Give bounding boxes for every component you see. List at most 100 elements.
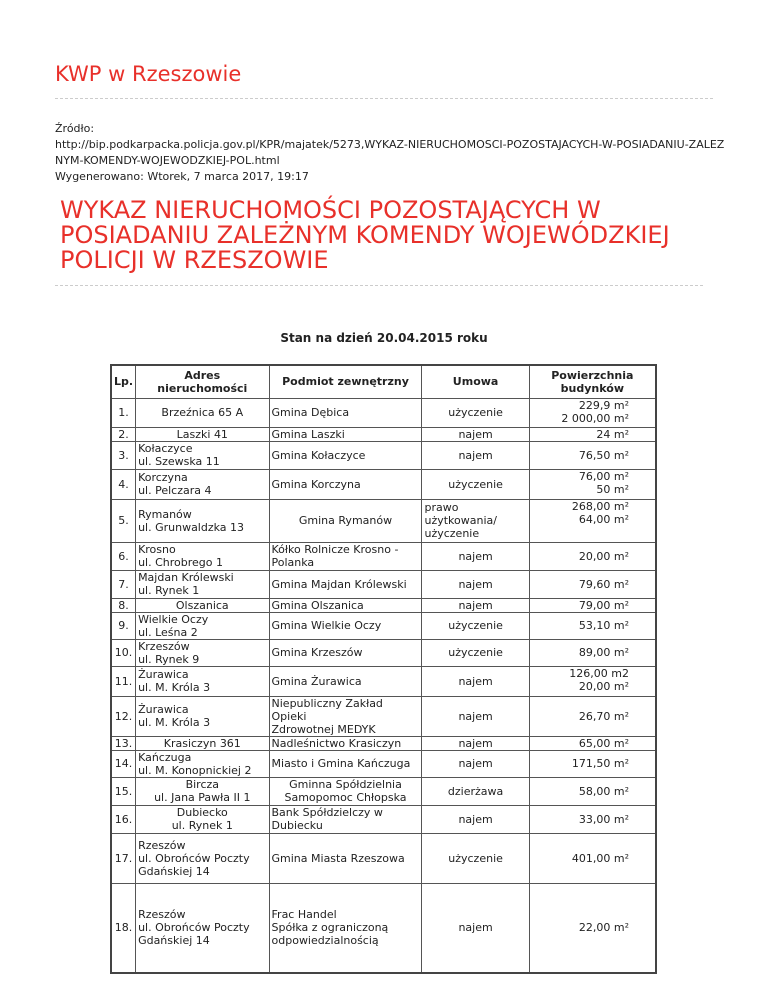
contract-type: użyczenie xyxy=(421,832,530,884)
row-number: 14. xyxy=(110,749,137,778)
table-row: 5. Rymanów ul. Grunwaldzka 13 Gmina Rymanó… xyxy=(110,498,657,543)
external-entity: Frac Handel Spółka z ograniczoną odpowie… xyxy=(268,882,423,974)
site-title[interactable]: KWP w Rzeszowie xyxy=(55,62,242,86)
row-number: 11. xyxy=(110,665,137,697)
address: Wielkie Oczy ul. Leśna 2 xyxy=(135,611,270,640)
address: Laszki 41 xyxy=(135,426,270,442)
contract-type: prawo użytkowania/ użyczenie xyxy=(421,498,530,543)
building-area: 79,60 m² xyxy=(528,569,657,599)
page-title: Wykaz nieruchomości pozostających w posi… xyxy=(60,196,670,274)
address: Bircza ul. Jana Pawła II 1 xyxy=(135,776,270,806)
external-entity: Gmina Korczyna xyxy=(268,468,423,500)
row-number: 7. xyxy=(110,569,137,599)
column-header: Adres nieruchomości xyxy=(135,364,270,399)
external-entity: Bank Spółdzielczy w Dubiecku xyxy=(268,804,423,834)
external-entity: Miasto i Gmina Kańczuga xyxy=(268,749,423,778)
address: Kołaczyce ul. Szewska 11 xyxy=(135,440,270,470)
row-number: 2. xyxy=(110,426,137,442)
table-row: 7. Majdan Królewski ul. Rynek 1 Gmina Majd… xyxy=(110,569,657,599)
column-header: Powierzchnia budynków xyxy=(528,364,657,399)
building-area: 229,9 m² 2 000,00 m² xyxy=(528,397,657,428)
address: Krasiczyn 361 xyxy=(135,735,270,751)
external-entity: Gmina Laszki xyxy=(268,426,423,442)
date-line: Stan na dzień 20.04.2015 roku xyxy=(280,331,488,345)
external-entity: Gmina Rymanów xyxy=(268,498,423,543)
table-row: 12. Żurawica ul. M. Króla 3 Niepubliczny Z… xyxy=(110,695,657,737)
external-entity: Nadleśnictwo Krasiczyn xyxy=(268,735,423,751)
contract-type: najem xyxy=(421,440,530,470)
contract-type: najem xyxy=(421,735,530,751)
table-row: 18. Rzeszów ul. Obrońców Poczty Gdańskiej… xyxy=(110,882,657,974)
contract-type: użyczenie xyxy=(421,611,530,640)
building-area: 89,00 m² xyxy=(528,638,657,667)
external-entity: Gmina Wielkie Oczy xyxy=(268,611,423,640)
table-row: 17. Rzeszów ul. Obrońców Poczty Gdańskiej… xyxy=(110,832,657,884)
building-area: 401,00 m² xyxy=(528,832,657,884)
row-number: 17. xyxy=(110,832,137,884)
table-row: 13. Krasiczyn 361 Nadleśnictwo Krasiczyn na… xyxy=(110,735,657,751)
external-entity: Gmina Majdan Królewski xyxy=(268,569,423,599)
table-row: 10. Krzeszów ul. Rynek 9 Gmina Krzeszów uży… xyxy=(110,638,657,667)
column-header: Umowa xyxy=(421,364,530,399)
table-row: 3. Kołaczyce ul. Szewska 11 Gmina Kołaczyc… xyxy=(110,440,657,470)
external-entity: Kółko Rolnicze Krosno - Polanka xyxy=(268,541,423,571)
source-info: Źródło: http://bip.podkarpacka.policja.g… xyxy=(55,121,725,185)
building-area: 58,00 m² xyxy=(528,776,657,806)
address: Brzeźnica 65 A xyxy=(135,397,270,428)
contract-type: najem xyxy=(421,426,530,442)
contract-type: użyczenie xyxy=(421,468,530,500)
address: Żurawica ul. M. Króla 3 xyxy=(135,695,270,737)
address: Rymanów ul. Grunwaldzka 13 xyxy=(135,498,270,543)
external-entity: Gmina Dębica xyxy=(268,397,423,428)
external-entity: Niepubliczny Zakład Opieki Zdrowotnej ME… xyxy=(268,695,423,737)
address: Krosno ul. Chrobrego 1 xyxy=(135,541,270,571)
table-row: 16. Dubiecko ul. Rynek 1 Bank Spółdzielczy… xyxy=(110,804,657,834)
row-number: 18. xyxy=(110,882,137,974)
building-area: 76,00 m² 50 m² xyxy=(528,468,657,500)
contract-type: użyczenie xyxy=(421,638,530,667)
external-entity: Gmina Żurawica xyxy=(268,665,423,697)
table-row: 2. Laszki 41 Gmina Laszki najem 24 m² xyxy=(110,426,657,442)
building-area: 65,00 m² xyxy=(528,735,657,751)
contract-type: najem xyxy=(421,695,530,737)
external-entity: Gmina Olszanica xyxy=(268,597,423,613)
contract-type: najem xyxy=(421,882,530,974)
building-area: 26,70 m² xyxy=(528,695,657,737)
row-number: 16. xyxy=(110,804,137,834)
building-area: 24 m² xyxy=(528,426,657,442)
property-table: Lp. Adres nieruchomości Podmiot zewnętrzny… xyxy=(110,364,657,974)
building-area: 76,50 m² xyxy=(528,440,657,470)
source-url[interactable]: http://bip.podkarpacka.policja.gov.pl/KP… xyxy=(55,138,725,167)
address: Krzeszów ul. Rynek 9 xyxy=(135,638,270,667)
row-number: 1. xyxy=(110,397,137,428)
generated-date: Wygenerowano: Wtorek, 7 marca 2017, 19:1… xyxy=(55,170,309,183)
divider xyxy=(55,285,703,286)
contract-type: najem xyxy=(421,597,530,613)
table-row: 6. Krosno ul. Chrobrego 1 Kółko Rolnicze K… xyxy=(110,541,657,571)
external-entity: Gminna Spółdzielnia Samopomoc Chłopska xyxy=(268,776,423,806)
row-number: 8. xyxy=(110,597,137,613)
source-label: Źródło: xyxy=(55,122,95,135)
row-number: 15. xyxy=(110,776,137,806)
building-area: 79,00 m² xyxy=(528,597,657,613)
column-header: Podmiot zewnętrzny xyxy=(268,364,423,399)
address: Olszanica xyxy=(135,597,270,613)
address: Korczyna ul. Pelczara 4 xyxy=(135,468,270,500)
row-number: 6. xyxy=(110,541,137,571)
building-area: 53,10 m² xyxy=(528,611,657,640)
contract-type: najem xyxy=(421,804,530,834)
table-row: 4. Korczyna ul. Pelczara 4 Gmina Korczyna u… xyxy=(110,468,657,500)
address: Dubiecko ul. Rynek 1 xyxy=(135,804,270,834)
column-header: Lp. xyxy=(110,364,137,399)
contract-type: użyczenie xyxy=(421,397,530,428)
external-entity: Gmina Kołaczyce xyxy=(268,440,423,470)
table-row: 1. Brzeźnica 65 A Gmina Dębica użyczenie 229… xyxy=(110,397,657,428)
contract-type: najem xyxy=(421,749,530,778)
contract-type: najem xyxy=(421,569,530,599)
address: Majdan Królewski ul. Rynek 1 xyxy=(135,569,270,599)
building-area: 126,00 m2 20,00 m² xyxy=(528,665,657,697)
building-area: 22,00 m² xyxy=(528,882,657,974)
contract-type: najem xyxy=(421,541,530,571)
table-row: 8. Olszanica Gmina Olszanica najem 79,00 m² xyxy=(110,597,657,613)
row-number: 3. xyxy=(110,440,137,470)
